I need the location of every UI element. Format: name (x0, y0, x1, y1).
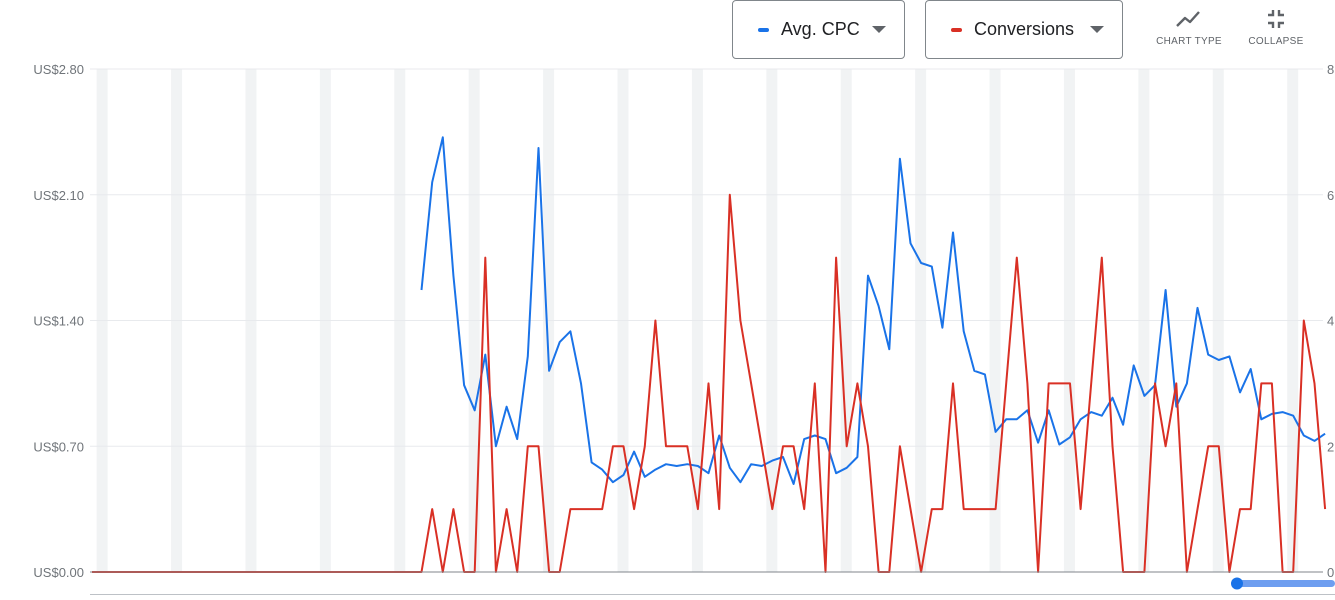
date-range-slider (1231, 577, 1335, 590)
range-slider-track[interactable] (1236, 580, 1335, 587)
chart-type-icon (1176, 11, 1200, 27)
metric-select-label: Avg. CPC (781, 19, 860, 39)
left-axis-tick-label: US$2.80 (33, 62, 84, 77)
date-range-bar (90, 594, 1335, 600)
left-axis-tick-label: US$0.00 (33, 565, 84, 580)
metric-select-avg-cpc[interactable]: Avg. CPC (732, 0, 905, 59)
right-axis-ticks: 0 2 4 6 8 (1327, 62, 1334, 580)
metric-select-conversions[interactable]: Conversions (925, 0, 1123, 59)
range-slider-handle[interactable] (1231, 577, 1243, 590)
right-axis-tick-label: 8 (1327, 62, 1334, 77)
right-axis-tick-label: 2 (1327, 439, 1334, 454)
left-axis-tick-label: US$0.70 (33, 439, 84, 454)
series-line-avg-cpc (420, 136, 1326, 485)
chart-type-label: CHART TYPE (1156, 36, 1222, 47)
avg-cpc-color-dot (758, 27, 769, 32)
chevron-down-icon (1090, 26, 1104, 33)
left-axis-tick-label: US$1.40 (33, 314, 84, 329)
right-axis-tick-label: 6 (1327, 188, 1334, 203)
collapse-button[interactable]: COLLAPSE (1236, 8, 1316, 47)
conversions-color-dot (951, 27, 962, 32)
left-axis-ticks: US$0.00 US$0.70 US$1.40 US$2.10 US$2.80 (33, 62, 84, 580)
chevron-down-icon (872, 26, 886, 33)
gridlines (90, 68, 1323, 447)
left-axis-tick-label: US$2.10 (33, 188, 84, 203)
metric-select-label: Conversions (974, 19, 1075, 39)
chart-type-button[interactable]: CHART TYPE (1149, 8, 1229, 47)
right-axis-tick-label: 0 (1327, 565, 1334, 580)
collapse-icon (1268, 10, 1284, 28)
collapse-label: COLLAPSE (1248, 36, 1304, 47)
right-axis-tick-label: 4 (1327, 314, 1334, 329)
